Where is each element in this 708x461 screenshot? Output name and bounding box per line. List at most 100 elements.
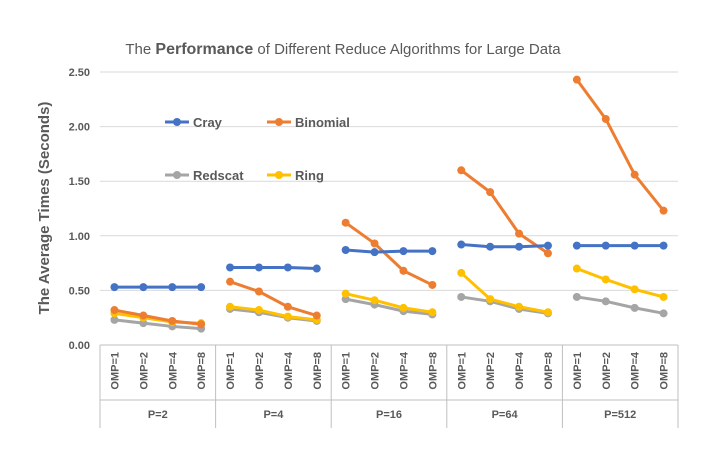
y-tick-label: 0.00	[69, 340, 90, 352]
series-line	[460, 271, 549, 314]
series-line	[114, 318, 202, 331]
legend-label: Binomial	[295, 115, 350, 130]
data-point	[543, 249, 552, 258]
series-line	[575, 78, 665, 212]
data-point	[601, 297, 610, 306]
legend-label: Cray	[193, 115, 223, 130]
data-point	[283, 302, 292, 311]
x-tick-label: OMP=4	[630, 351, 642, 389]
x-tick-label: OMP=8	[659, 352, 671, 390]
legend-marker	[173, 118, 181, 126]
data-point	[601, 241, 610, 250]
data-point	[630, 303, 639, 312]
series-line	[460, 169, 549, 255]
x-tick-label: OMP=4	[514, 351, 526, 389]
x-group-label: P=512	[604, 409, 636, 421]
y-tick-label: 2.00	[69, 122, 90, 134]
data-point	[601, 114, 610, 123]
series-line	[576, 295, 664, 315]
data-point	[341, 289, 350, 298]
data-point	[486, 242, 495, 251]
series-line	[461, 295, 549, 315]
data-point	[486, 188, 495, 197]
data-point	[659, 241, 668, 250]
data-point	[543, 241, 552, 250]
legend-item-ring: Ring	[267, 168, 324, 183]
data-point	[428, 280, 437, 289]
data-point	[283, 263, 292, 272]
series-binomial	[110, 75, 668, 329]
data-point	[630, 285, 639, 294]
x-tick-label: OMP=4	[167, 351, 179, 389]
data-point	[110, 306, 119, 315]
chart-title-emphasis: Performance	[155, 41, 253, 58]
series-ring	[110, 264, 668, 328]
data-point	[370, 239, 379, 248]
data-point	[226, 263, 235, 272]
data-point	[515, 229, 524, 238]
data-point	[226, 302, 235, 311]
data-point	[457, 292, 466, 301]
legend-label: Redscat	[193, 168, 244, 183]
x-group-label: P=16	[376, 409, 402, 421]
data-point	[197, 283, 206, 292]
legend: Cray Binomial Redscat Ring	[165, 115, 350, 183]
data-point	[226, 277, 235, 286]
x-tick-label: OMP=4	[283, 351, 295, 389]
data-point	[110, 315, 119, 324]
data-point	[572, 292, 581, 301]
series-line	[229, 305, 317, 322]
data-point	[457, 240, 466, 249]
data-point	[283, 312, 292, 321]
y-tick-label: 2.50	[69, 67, 90, 79]
series-cray	[110, 240, 668, 292]
data-point	[515, 302, 524, 311]
data-point	[139, 283, 148, 292]
legend-marker	[275, 118, 283, 126]
x-tick-label: OMP=1	[572, 352, 584, 390]
data-point	[457, 268, 466, 277]
x-tick-label: OMP=4	[398, 351, 410, 389]
x-group-label: P=64	[492, 409, 519, 421]
x-group-label: P=2	[148, 409, 168, 421]
data-point	[486, 295, 495, 304]
x-tick-label: OMP=2	[254, 352, 266, 390]
data-point	[659, 292, 668, 301]
data-point	[168, 316, 177, 325]
data-point	[341, 218, 350, 227]
data-point	[630, 170, 639, 179]
x-tick-label: OMP=2	[601, 352, 613, 390]
x-group-label: P=4	[263, 409, 284, 421]
chart-title-suffix: of Different Reduce Algorithms for Large…	[253, 41, 561, 58]
data-point	[399, 266, 408, 275]
data-point	[543, 308, 552, 317]
chart-title: The Performance of Different Reduce Algo…	[125, 41, 561, 58]
data-point	[572, 241, 581, 250]
data-point	[254, 306, 263, 315]
data-point	[312, 264, 321, 273]
legend-item-cray: Cray	[165, 115, 223, 130]
series-line	[229, 280, 318, 317]
data-point	[399, 303, 408, 312]
x-tick-label: OMP=2	[370, 352, 382, 390]
series-redscat	[110, 292, 668, 333]
series-line	[345, 292, 433, 314]
x-tick-label: OMP=1	[109, 352, 121, 390]
series	[110, 75, 668, 333]
series-line	[114, 308, 202, 326]
data-point	[197, 320, 206, 329]
y-tick-label: 0.50	[69, 285, 90, 297]
x-tick-label: OMP=1	[456, 352, 468, 390]
x-tick-label: OMP=1	[225, 352, 237, 390]
y-axis-label: The Average Times (Seconds)	[36, 102, 53, 315]
data-point	[630, 241, 639, 250]
legend-marker	[275, 171, 283, 179]
x-tick-label: OMP=8	[196, 352, 208, 390]
data-point	[370, 248, 379, 257]
data-point	[254, 263, 263, 272]
series-line	[345, 297, 433, 316]
legend-item-binomial: Binomial	[267, 115, 350, 130]
data-point	[572, 264, 581, 273]
legend-marker	[173, 171, 181, 179]
